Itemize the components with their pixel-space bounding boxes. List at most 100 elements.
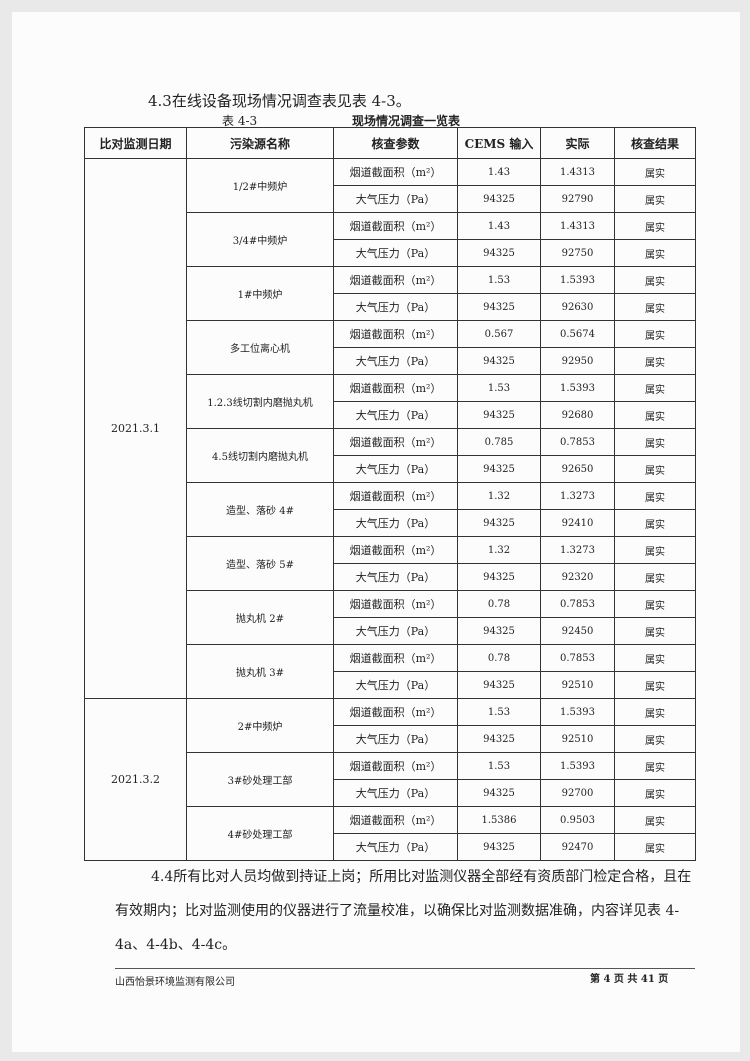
- result-cell: 属实: [614, 617, 696, 645]
- date-cell: 2021.3.1: [84, 158, 187, 699]
- actual-cell: 92450: [540, 617, 615, 645]
- cems-input-cell: 1.32: [457, 482, 541, 510]
- cems-input-cell: 94325: [457, 725, 541, 753]
- table-row: 大气压力（Pa） 94325 92630 属实: [85, 293, 696, 321]
- table-row: 大气压力（Pa） 94325 92510 属实: [85, 725, 696, 753]
- actual-cell: 92470: [540, 833, 615, 861]
- actual-cell: 92750: [540, 239, 615, 267]
- table-row: 2021.3.1 1/2#中频炉 烟道截面积（m²） 1.43 1.4313 属实: [84, 158, 696, 699]
- parameter-cell: 烟道截面积（m²）: [333, 644, 458, 672]
- cems-input-cell: 1.5386: [457, 806, 541, 834]
- result-cell: 属实: [614, 482, 696, 510]
- header-cems-input: CEMS 输入: [457, 127, 541, 159]
- parameter-cell: 烟道截面积（m²）: [333, 158, 458, 186]
- source-name-cell: 造型、落砂 5#: [186, 536, 334, 591]
- table-row: 4#砂处理工部 烟道截面积（m²） 1.5386 0.9503 属实: [85, 806, 696, 861]
- parameter-cell: 烟道截面积（m²）: [333, 428, 458, 456]
- result-cell: 属实: [614, 428, 696, 456]
- table-label: 表 4-3: [222, 114, 258, 128]
- parameter-cell: 大气压力（Pa）: [333, 239, 458, 267]
- table-row: 大气压力（Pa） 94325 92470 属实: [85, 833, 696, 861]
- cems-input-cell: 94325: [457, 671, 541, 699]
- actual-cell: 1.5393: [540, 752, 615, 780]
- table-row: 大气压力（Pa） 94325 92450 属实: [85, 617, 696, 645]
- footer-page-number: 第 4 页 共 41 页: [590, 974, 669, 985]
- actual-cell: 92950: [540, 347, 615, 375]
- cems-input-cell: 0.78: [457, 644, 541, 672]
- cems-input-cell: 94325: [457, 509, 541, 537]
- parameter-cell: 烟道截面积（m²）: [333, 752, 458, 780]
- actual-cell: 1.4313: [540, 212, 615, 240]
- table-row: 大气压力（Pa） 94325 92790 属实: [85, 185, 696, 213]
- parameter-cell: 大气压力（Pa）: [333, 455, 458, 483]
- result-cell: 属实: [614, 374, 696, 402]
- table-row: 1.2.3线切割内磨抛丸机 烟道截面积（m²） 1.53 1.5393 属实: [85, 374, 696, 429]
- table-row: 抛丸机 2# 烟道截面积（m²） 0.78 0.7853 属实: [85, 590, 696, 645]
- result-cell: 属实: [614, 401, 696, 429]
- result-cell: 属实: [614, 590, 696, 618]
- parameter-cell: 大气压力（Pa）: [333, 509, 458, 537]
- parameter-cell: 烟道截面积（m²）: [333, 806, 458, 834]
- table-row: 2021.3.2 2#中频炉 烟道截面积（m²） 1.53 1.5393 属实: [84, 698, 696, 861]
- actual-cell: 92320: [540, 563, 615, 591]
- cems-input-cell: 1.53: [457, 698, 541, 726]
- actual-cell: 0.9503: [540, 806, 615, 834]
- source-name-cell: 4.5线切割内磨抛丸机: [186, 428, 334, 483]
- result-cell: 属实: [614, 725, 696, 753]
- cems-input-cell: 94325: [457, 347, 541, 375]
- actual-cell: 0.7853: [540, 590, 615, 618]
- result-cell: 属实: [614, 806, 696, 834]
- actual-cell: 0.7853: [540, 644, 615, 672]
- source-name-cell: 多工位离心机: [186, 320, 334, 375]
- result-cell: 属实: [614, 563, 696, 591]
- result-cell: 属实: [614, 455, 696, 483]
- survey-table: 比对监测日期 污染源名称 核查参数 CEMS 输入 实际 核查结果 2021.3…: [84, 127, 696, 861]
- source-name-cell: 1.2.3线切割内磨抛丸机: [186, 374, 334, 429]
- actual-cell: 92630: [540, 293, 615, 321]
- result-cell: 属实: [614, 158, 696, 186]
- result-cell: 属实: [614, 752, 696, 780]
- result-cell: 属实: [614, 536, 696, 564]
- header-actual: 实际: [540, 127, 615, 159]
- result-cell: 属实: [614, 644, 696, 672]
- source-name-cell: 3#砂处理工部: [186, 752, 334, 807]
- cems-input-cell: 94325: [457, 833, 541, 861]
- cems-input-cell: 0.78: [457, 590, 541, 618]
- source-name-cell: 造型、落砂 4#: [186, 482, 334, 537]
- result-cell: 属实: [614, 293, 696, 321]
- cems-input-cell: 94325: [457, 401, 541, 429]
- parameter-cell: 烟道截面积（m²）: [333, 590, 458, 618]
- result-cell: 属实: [614, 347, 696, 375]
- cems-input-cell: 94325: [457, 185, 541, 213]
- result-cell: 属实: [614, 212, 696, 240]
- parameter-cell: 大气压力（Pa）: [333, 617, 458, 645]
- result-cell: 属实: [614, 698, 696, 726]
- actual-cell: 1.3273: [540, 536, 615, 564]
- cems-input-cell: 1.53: [457, 752, 541, 780]
- actual-cell: 1.3273: [540, 482, 615, 510]
- parameter-cell: 大气压力（Pa）: [333, 563, 458, 591]
- paragraph-4-4: 4.4所有比对人员均做到持证上岗；所用比对监测仪器全部经有资质部门检定合格，且在…: [115, 869, 692, 953]
- actual-cell: 92510: [540, 725, 615, 753]
- cems-input-cell: 1.43: [457, 158, 541, 186]
- actual-cell: 1.5393: [540, 374, 615, 402]
- section-heading: 4.3在线设备现场情况调查表见表 4-3。: [148, 92, 411, 110]
- parameter-cell: 大气压力（Pa）: [333, 725, 458, 753]
- result-cell: 属实: [614, 185, 696, 213]
- table-row: 3#砂处理工部 烟道截面积（m²） 1.53 1.5393 属实: [85, 752, 696, 807]
- parameter-cell: 大气压力（Pa）: [333, 833, 458, 861]
- cems-input-cell: 94325: [457, 455, 541, 483]
- cems-input-cell: 94325: [457, 239, 541, 267]
- actual-cell: 0.7853: [540, 428, 615, 456]
- table-row: 多工位离心机 烟道截面积（m²） 0.567 0.5674 属实: [85, 320, 696, 375]
- result-cell: 属实: [614, 509, 696, 537]
- actual-cell: 92510: [540, 671, 615, 699]
- parameter-cell: 烟道截面积（m²）: [333, 320, 458, 348]
- result-cell: 属实: [614, 266, 696, 294]
- parameter-cell: 烟道截面积（m²）: [333, 266, 458, 294]
- parameter-cell: 烟道截面积（m²）: [333, 698, 458, 726]
- table-row: 大气压力（Pa） 94325 92680 属实: [85, 401, 696, 429]
- cems-input-cell: 94325: [457, 779, 541, 807]
- actual-cell: 1.5393: [540, 266, 615, 294]
- source-name-cell: 抛丸机 2#: [186, 590, 334, 645]
